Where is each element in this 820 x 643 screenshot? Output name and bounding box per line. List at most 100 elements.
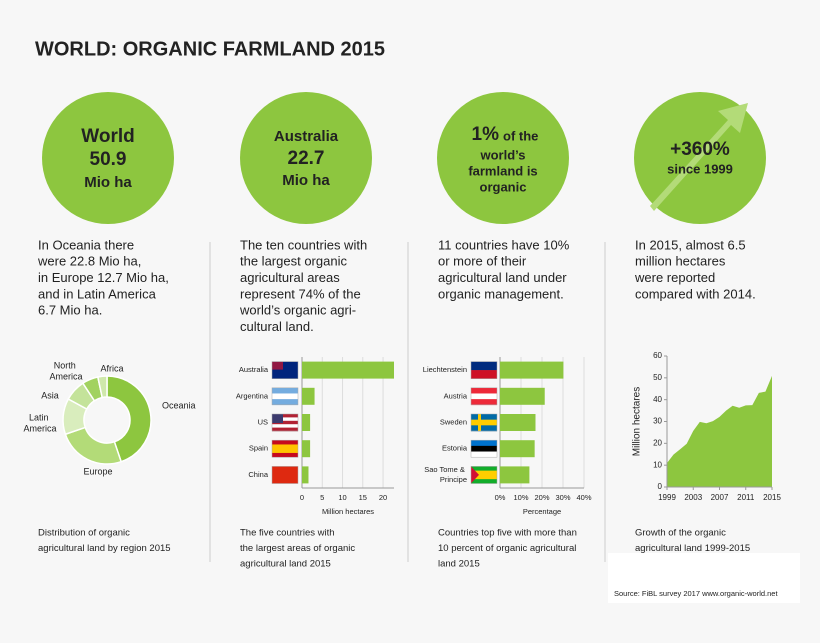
y-tick-label: China — [248, 470, 268, 479]
flag — [272, 414, 298, 418]
flag — [272, 399, 298, 406]
caption-line: the largest areas of organic — [240, 543, 355, 554]
description-line: represent 74% of the — [240, 286, 361, 301]
caption-line: 10 percent of organic agricultural — [438, 543, 576, 554]
y-tick-label: US — [258, 417, 268, 426]
description-line: the largest organic — [240, 254, 347, 269]
x-tick-label: 2007 — [711, 493, 729, 502]
flag — [471, 445, 497, 452]
flag-border — [271, 439, 299, 458]
donut-label: North America — [49, 361, 82, 382]
highlight-text: 50.9 — [90, 149, 127, 170]
bar — [302, 440, 311, 458]
flag-border — [470, 413, 498, 432]
bar — [500, 414, 536, 431]
y-tick-label: Australia — [239, 365, 269, 374]
highlight-text: +360% — [670, 139, 730, 160]
y-tick-label: 50 — [653, 373, 662, 382]
x-tick-label: 15 — [359, 493, 367, 502]
flag-border — [271, 466, 299, 484]
flag — [471, 393, 497, 400]
flag — [272, 361, 283, 370]
x-tick-label: 2015 — [763, 493, 781, 502]
y-tick-label: Spain — [249, 444, 268, 453]
caption-line: land 2015 — [438, 559, 480, 570]
highlight-circle — [437, 92, 569, 224]
bar — [302, 361, 394, 379]
highlight-text: Mio ha — [282, 172, 330, 189]
donut-segment — [96, 375, 108, 399]
description-line: million hectares — [635, 254, 726, 269]
highlight-text: 22.7 — [288, 148, 325, 169]
flag — [471, 440, 497, 447]
flag — [471, 470, 497, 476]
flag — [471, 361, 497, 371]
description-line: or more of their — [438, 254, 527, 269]
y-tick-label: 40 — [653, 395, 662, 404]
x-tick-label: 10 — [338, 493, 346, 502]
flag — [272, 448, 298, 454]
x-tick-label: 0 — [300, 493, 304, 502]
y-tick-label: 30 — [653, 417, 662, 426]
highlight-text: Mio ha — [84, 174, 132, 191]
description-line: In 2015, almost 6.5 — [635, 237, 746, 252]
flag — [272, 420, 298, 425]
flag — [471, 466, 479, 484]
bar — [500, 466, 530, 484]
growth-arrow — [650, 103, 748, 211]
x-tick-label: 10% — [513, 493, 528, 502]
highlight-circle — [42, 92, 174, 224]
bar — [500, 361, 564, 379]
x-tick-label: 5 — [320, 493, 324, 502]
x-tick-label: 20 — [379, 493, 387, 502]
highlight-text: world’s — [479, 147, 525, 162]
flag — [272, 414, 283, 423]
x-tick-label: 20% — [534, 493, 549, 502]
x-tick-label: 1999 — [658, 493, 676, 502]
highlight-circle — [240, 92, 372, 224]
y-tick-label: Austria — [444, 391, 468, 400]
flag — [471, 370, 497, 379]
y-axis-title: Million hectares — [632, 387, 643, 456]
area — [667, 375, 772, 487]
description-line: organic management. — [438, 286, 564, 301]
description-line: and in Latin America — [38, 286, 157, 301]
description-line: cultural land. — [240, 319, 314, 334]
flag — [471, 425, 497, 432]
x-axis-title: Million hectares — [322, 507, 374, 516]
y-tick-label: 20 — [653, 438, 662, 447]
caption-line: Countries top five with more than — [438, 528, 577, 539]
highlight-text: farmland is — [468, 163, 537, 178]
caption-line: agricultural land by region 2015 — [38, 543, 171, 554]
caption-line: Distribution of organic — [38, 528, 130, 539]
y-tick-label: Sao Tome & Principe — [424, 465, 467, 484]
flag — [471, 466, 497, 471]
page-title: WORLD: ORGANIC FARMLAND 2015 — [35, 38, 385, 60]
flag — [471, 387, 497, 394]
bar — [302, 414, 311, 431]
y-tick-label: 60 — [653, 351, 662, 360]
flag — [272, 417, 298, 422]
y-tick-label: Liechtenstein — [423, 365, 467, 374]
flag — [272, 427, 298, 432]
y-tick-label: 0 — [658, 482, 663, 491]
caption-line: The five countries with — [240, 528, 335, 539]
flag — [471, 414, 497, 420]
description-line: In Oceania there — [38, 237, 134, 252]
flag-border — [271, 387, 299, 406]
flag — [471, 399, 497, 406]
donut-label: Latin America — [23, 413, 56, 434]
highlight-text: Australia — [274, 128, 339, 145]
flag-border — [271, 361, 299, 379]
flag — [471, 421, 497, 424]
bar — [302, 387, 315, 405]
caption-line: Growth of the organic — [635, 528, 726, 539]
flag-border — [470, 387, 498, 406]
flag-border — [470, 361, 498, 379]
x-tick-label: 30% — [555, 493, 570, 502]
highlight-text: of the — [503, 128, 538, 143]
bar — [500, 440, 535, 458]
source-box — [608, 553, 800, 603]
caption-line: agricultural land 2015 — [240, 559, 331, 570]
